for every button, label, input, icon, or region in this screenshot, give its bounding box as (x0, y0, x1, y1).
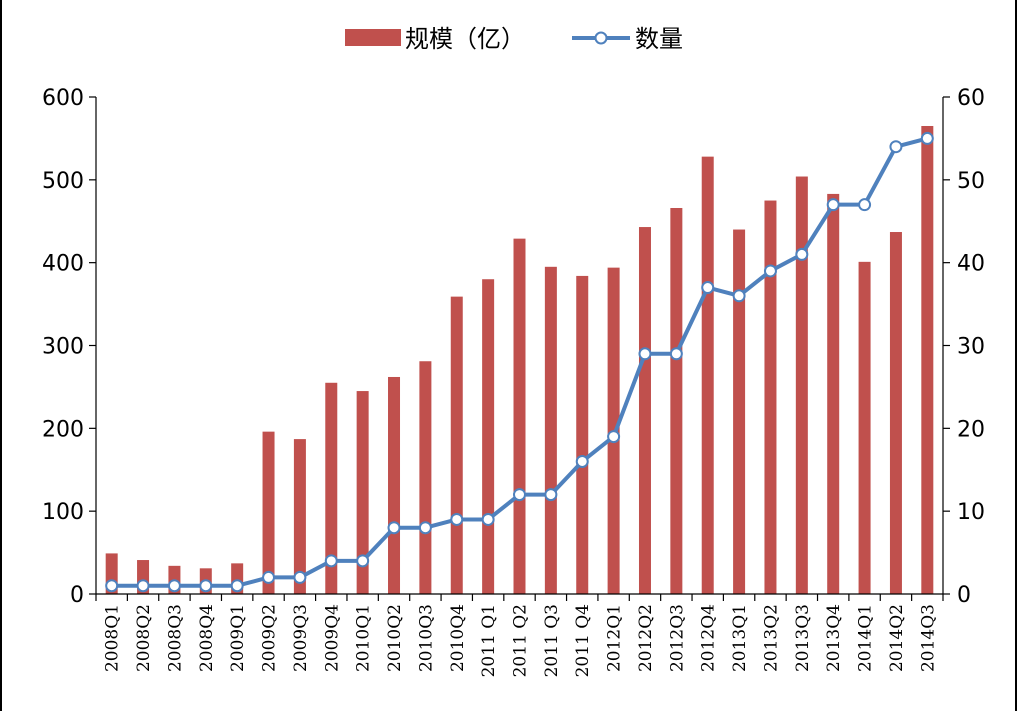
bar-2010Q3 (419, 361, 432, 594)
line-point-2008Q2 (136, 579, 150, 593)
line-point-2014Q2 (889, 140, 903, 154)
bar-2012Q2 (638, 227, 651, 594)
x-tick-label: 2010Q4 (448, 604, 468, 672)
x-tick-label: 2013Q2 (761, 604, 781, 672)
line-point-2008Q1 (105, 579, 119, 593)
x-tick-label: 2010Q3 (416, 604, 436, 672)
axes: 0 100 200 300 400 500 600 0 10 20 30 40 50 60 2008Q1 20… (42, 86, 985, 677)
x-tick-label: 2009Q1 (228, 604, 248, 672)
line-point-2012Q2 (638, 347, 652, 361)
x-tick-label: 2011 Q1 (479, 604, 499, 677)
line-point-2012Q3 (669, 347, 683, 361)
x-tick-label: 2013Q3 (793, 604, 813, 672)
y-right-tick-label: 50 (957, 169, 985, 194)
x-tick-label: 2008Q1 (103, 604, 123, 672)
line-point-2013Q1 (732, 289, 746, 303)
y-right-tick-label: 0 (957, 583, 971, 608)
bar-2011Q1 (482, 279, 495, 594)
line-point-2008Q3 (167, 579, 181, 593)
y-left-tick-label: 300 (42, 335, 84, 360)
legend-label-bar: 规模（亿） (405, 25, 525, 53)
x-tick-label: 2008Q2 (134, 604, 154, 672)
line-point-2014Q1 (858, 198, 872, 212)
bar-2011Q3 (544, 266, 557, 594)
line-point-2012Q4 (701, 281, 715, 295)
x-tick-label: 2014Q2 (887, 604, 907, 672)
line-point-2014Q3 (920, 131, 934, 145)
line-series (105, 131, 934, 593)
bar-2013Q1 (733, 229, 746, 595)
bar-2009Q2 (262, 431, 275, 594)
x-tick-label: 2011 Q4 (573, 604, 593, 677)
x-tick-label: 2008Q4 (197, 604, 217, 672)
x-tick-label: 2013Q1 (730, 604, 750, 672)
line-point-2009Q3 (293, 570, 307, 584)
line-point-2010Q2 (387, 521, 401, 535)
line-point-2009Q1 (230, 579, 244, 593)
bar-series (105, 125, 934, 595)
line-point-2011Q2 (513, 488, 526, 502)
y-left-tick-label: 400 (42, 252, 84, 277)
y-right-tick-label: 40 (957, 252, 985, 277)
x-tick-label: 2008Q3 (165, 604, 185, 672)
bar-2012Q4 (701, 156, 714, 594)
y-left-tick-label: 500 (42, 169, 84, 194)
line-point-2011Q3 (544, 488, 558, 502)
x-tick-label: 2012Q2 (636, 604, 656, 672)
line-point-2010Q4 (450, 512, 464, 526)
line-point-2009Q2 (262, 570, 276, 584)
bar-2014Q1 (858, 261, 871, 594)
y-right-tick-label: 60 (957, 86, 985, 111)
x-tick-label: 2012Q1 (605, 604, 625, 672)
y-left-tick-label: 200 (42, 417, 84, 442)
x-tick-label: 2010Q2 (385, 604, 405, 672)
x-tick-label: 2013Q4 (824, 604, 844, 672)
bar-2010Q1 (356, 391, 369, 594)
y-left-tick-label: 600 (42, 86, 84, 111)
x-tick-label: 2010Q1 (354, 604, 374, 672)
y-right-tick-label: 20 (957, 417, 985, 442)
x-tick-label: 2012Q4 (699, 604, 719, 672)
line-point-2013Q2 (763, 264, 777, 278)
bar-2014Q3 (921, 125, 934, 594)
x-tick-label: 2014Q1 (856, 604, 876, 672)
x-tick-label: 2009Q2 (260, 604, 280, 672)
line-point-2010Q3 (418, 521, 432, 535)
legend-label-line: 数量 (635, 25, 683, 53)
bar-2011Q2 (513, 238, 526, 594)
bar-2013Q2 (764, 200, 777, 594)
line-point-2011Q4 (575, 454, 589, 468)
y-right-tick-label: 30 (957, 335, 985, 360)
bar-2009Q3 (293, 439, 306, 594)
legend-swatch-bar (345, 29, 401, 46)
y-right-tick-label: 10 (957, 500, 985, 525)
x-tick-label: 2009Q4 (322, 604, 342, 672)
line-point-2008Q4 (199, 579, 213, 593)
y-left-tick-label: 0 (70, 583, 84, 608)
bar-2010Q2 (388, 376, 401, 594)
line-point-2009Q4 (324, 554, 338, 568)
legend-marker (594, 31, 608, 45)
y-left-tick-label: 100 (42, 500, 84, 525)
line-point-2012Q1 (607, 430, 621, 444)
line-point-2010Q1 (356, 554, 370, 568)
x-tick-label: 2011 Q2 (511, 604, 531, 677)
x-tick-label: 2012Q3 (667, 604, 687, 672)
bar-2009Q4 (325, 382, 338, 594)
bar-2014Q2 (889, 232, 902, 595)
line-point-2013Q3 (795, 247, 809, 261)
legend: 规模（亿） 数量 (345, 25, 683, 53)
bar-2013Q4 (827, 193, 840, 595)
line-point-2011Q1 (481, 512, 495, 526)
bar-2012Q3 (670, 207, 683, 594)
x-tick-label: 2011 Q3 (542, 604, 562, 677)
line-point-2013Q4 (826, 198, 840, 212)
bar-2010Q4 (450, 296, 463, 594)
x-tick-label: 2014Q3 (918, 604, 938, 672)
x-tick-label: 2009Q3 (291, 604, 311, 672)
bar-2013Q3 (795, 176, 808, 594)
bar-2011Q4 (576, 275, 589, 594)
